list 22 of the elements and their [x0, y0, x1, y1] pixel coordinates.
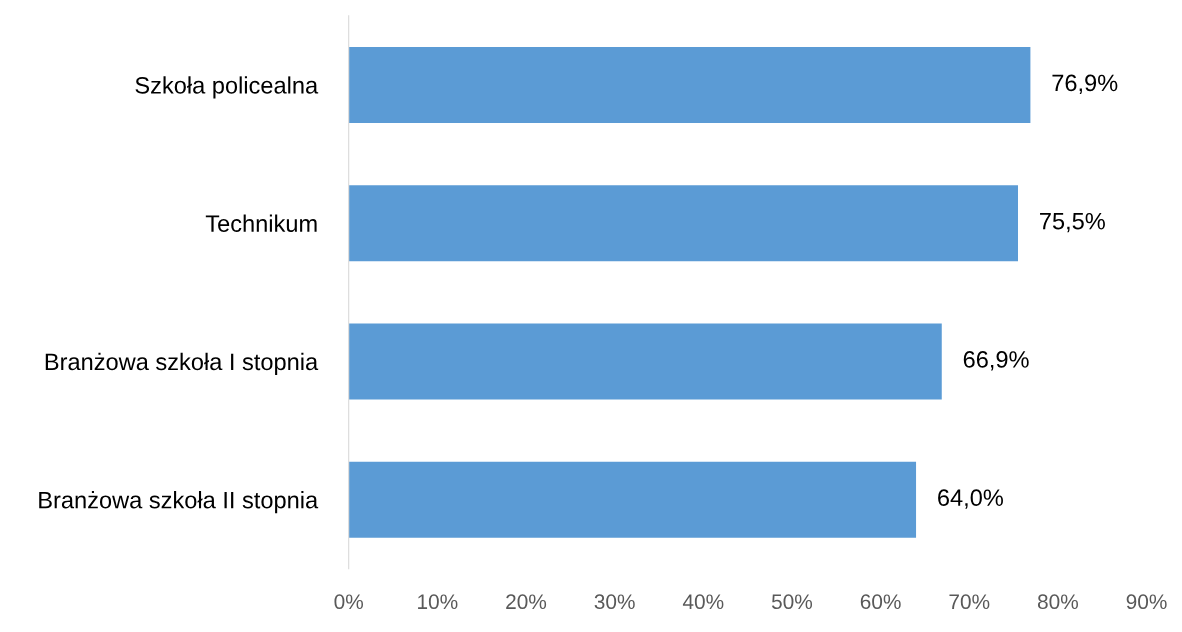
x-tick-label: 50% [771, 594, 813, 610]
data-label: 75,5% [1040, 212, 1105, 233]
x-tick-label: 40% [682, 594, 724, 610]
bar [348, 46, 1031, 123]
x-tick-label: 0% [334, 594, 363, 610]
data-label: 64,0% [938, 489, 1003, 509]
data-label: 66,9% [963, 351, 1029, 371]
bar [348, 461, 917, 538]
x-tick-label: 80% [1037, 594, 1078, 610]
bar [348, 185, 1018, 262]
x-tick-label: 90% [1126, 594, 1167, 610]
bar [348, 323, 942, 400]
x-tick-label: 10% [418, 594, 458, 610]
x-tick-label: 60% [860, 594, 901, 610]
y-tick-label: Branżowa szkoła II stopnia [39, 491, 319, 514]
x-tick-label: 70% [949, 594, 990, 610]
y-tick-label: Szkoła policealna [135, 76, 319, 99]
y-tick-label: Technikum [205, 214, 317, 232]
data-label: 76,9% [1052, 74, 1118, 95]
x-tick-label: 20% [506, 594, 547, 610]
y-tick-label: Branżowa szkoła I stopnia [45, 352, 319, 375]
x-tick-label: 30% [594, 594, 635, 610]
